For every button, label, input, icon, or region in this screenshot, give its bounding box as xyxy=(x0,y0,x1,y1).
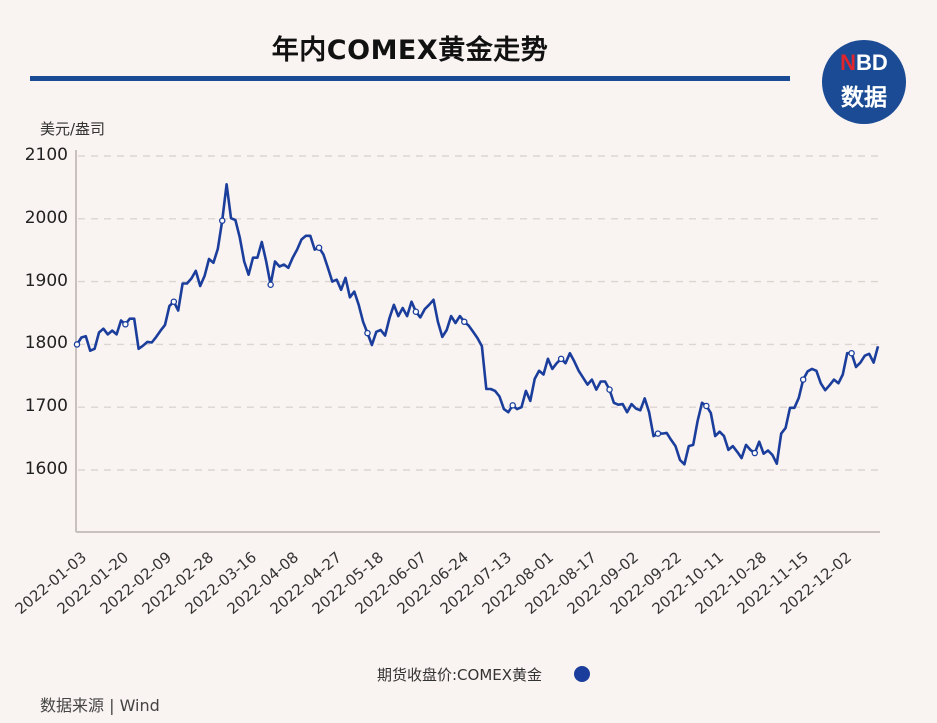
data-point[interactable] xyxy=(654,430,662,437)
data-point[interactable] xyxy=(703,402,710,410)
data-point[interactable] xyxy=(461,318,468,326)
y-tick-1900: 1900 xyxy=(24,271,68,291)
data-point[interactable] xyxy=(606,386,613,393)
logo-nbd-text: NBD xyxy=(822,50,906,76)
data-source: 数据来源 | Wind xyxy=(40,696,160,715)
data-point[interactable] xyxy=(218,217,226,224)
gold-price-line xyxy=(75,183,880,466)
legend-label: 期货收盘价:COMEX黄金 xyxy=(377,666,543,684)
data-point[interactable] xyxy=(799,376,807,383)
data-point[interactable] xyxy=(848,349,855,357)
data-point[interactable] xyxy=(557,355,565,363)
data-point[interactable] xyxy=(122,321,129,328)
data-point[interactable] xyxy=(364,329,371,337)
y-tick-2000: 2000 xyxy=(24,208,68,228)
logo-n-letter: N xyxy=(840,50,857,75)
data-point-markers xyxy=(73,217,855,457)
y-tick-1700: 1700 xyxy=(24,396,68,416)
y-axis-unit-label: 美元/盎司 xyxy=(40,120,106,138)
chart-title: 年内COMEX黄金走势 xyxy=(271,35,549,66)
data-point[interactable] xyxy=(509,402,516,409)
y-tick-2100: 2100 xyxy=(24,145,68,165)
data-point[interactable] xyxy=(170,298,178,305)
logo-shuju-text: 数据 xyxy=(841,85,887,111)
title-divider xyxy=(30,76,790,81)
data-point[interactable] xyxy=(412,308,420,315)
data-point[interactable] xyxy=(73,341,81,348)
data-point[interactable] xyxy=(751,449,759,457)
nbd-data-logo: NBD 数据 xyxy=(822,40,906,124)
y-tick-1600: 1600 xyxy=(24,459,68,479)
y-tick-1800: 1800 xyxy=(24,333,68,353)
logo-bd-letters: BD xyxy=(856,50,888,75)
data-point[interactable] xyxy=(315,244,323,251)
data-point[interactable] xyxy=(267,281,274,288)
gridlines xyxy=(78,155,880,471)
legend-marker-icon[interactable] xyxy=(574,666,590,682)
